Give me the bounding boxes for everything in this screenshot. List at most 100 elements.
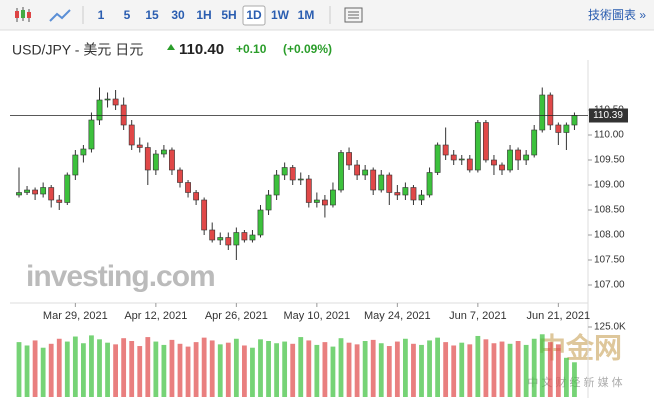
candle-body bbox=[370, 169, 377, 191]
volume-bar bbox=[555, 344, 561, 397]
change-pct: (+0.09%) bbox=[283, 42, 332, 56]
candle-body bbox=[354, 164, 360, 176]
candle-body bbox=[523, 154, 530, 161]
candle-body bbox=[571, 115, 578, 126]
volume-bar bbox=[161, 344, 167, 397]
candle-body bbox=[144, 147, 151, 171]
candle-icon[interactable] bbox=[15, 7, 31, 22]
candle-body bbox=[338, 152, 344, 191]
last-price-box bbox=[589, 108, 628, 123]
interval-button[interactable]: 1 bbox=[98, 8, 105, 22]
volume-bar bbox=[531, 338, 537, 397]
active-interval bbox=[242, 5, 266, 26]
volume-bar bbox=[217, 344, 223, 397]
candle-body bbox=[265, 194, 272, 211]
volume-bar bbox=[64, 341, 70, 397]
candle-body bbox=[410, 187, 417, 201]
candle-body bbox=[88, 119, 95, 150]
candle-body bbox=[161, 149, 167, 155]
volume-bar bbox=[523, 344, 529, 397]
volume-bar bbox=[419, 344, 424, 397]
candle-body bbox=[80, 148, 87, 156]
interval-button[interactable]: 5 bbox=[124, 8, 131, 22]
candle-body bbox=[64, 174, 71, 203]
volume-bar bbox=[572, 362, 577, 397]
candle-body bbox=[442, 144, 449, 156]
volume-bar bbox=[427, 340, 432, 397]
volume-bar bbox=[137, 346, 143, 397]
volume-bar bbox=[411, 343, 416, 397]
volume-bar bbox=[491, 343, 497, 397]
volume-bar bbox=[97, 339, 102, 397]
volume-bar bbox=[48, 343, 54, 397]
volume-bar bbox=[233, 338, 239, 397]
candle-body bbox=[507, 149, 513, 171]
volume-bar bbox=[56, 338, 62, 397]
candle-body bbox=[16, 192, 22, 196]
candle-body bbox=[394, 192, 401, 196]
candle-body bbox=[555, 124, 562, 133]
candle-body bbox=[563, 124, 570, 133]
y2-tick-label: 125.0K bbox=[594, 322, 626, 333]
candle-body bbox=[378, 174, 385, 191]
candle-body bbox=[281, 167, 288, 176]
x-tick-label: Apr 12, 2021 bbox=[124, 310, 187, 322]
chart-link[interactable]: 技術圖表 » bbox=[588, 8, 646, 22]
settings-icon[interactable] bbox=[344, 7, 363, 23]
interval-button[interactable]: 1H bbox=[196, 8, 211, 22]
x-tick-label: Jun 7, 2021 bbox=[449, 310, 507, 322]
interval-button[interactable]: 1D bbox=[246, 8, 262, 22]
volume-bar bbox=[121, 338, 127, 397]
up-arrow bbox=[167, 44, 175, 50]
candle-body bbox=[273, 174, 280, 196]
candle-body bbox=[434, 144, 441, 173]
volume-bar bbox=[40, 347, 46, 397]
volume-bar bbox=[451, 345, 457, 397]
volume-bar bbox=[201, 337, 207, 397]
y-tick-label: 107.50 bbox=[594, 255, 625, 266]
candle-body bbox=[426, 172, 433, 196]
interval-button[interactable]: 1M bbox=[298, 8, 315, 22]
volume-bar bbox=[306, 340, 312, 397]
price: 110.40 bbox=[179, 41, 224, 58]
candle-body bbox=[499, 164, 505, 171]
volume-bar bbox=[354, 344, 360, 397]
volume-bar bbox=[242, 345, 247, 397]
candle-body bbox=[48, 187, 55, 201]
candle-body bbox=[297, 178, 304, 181]
candle-body bbox=[193, 192, 199, 201]
interval-button[interactable]: 1W bbox=[271, 8, 290, 22]
candle-body bbox=[32, 189, 38, 195]
candle-body bbox=[185, 182, 191, 193]
interval-button[interactable]: 15 bbox=[145, 8, 159, 22]
candle-body bbox=[201, 199, 208, 231]
candle-body bbox=[112, 98, 119, 106]
candle-body bbox=[330, 189, 336, 206]
candle-body bbox=[24, 189, 30, 193]
line-icon[interactable] bbox=[49, 9, 71, 22]
volume-bar bbox=[105, 342, 110, 397]
volume-bar bbox=[250, 347, 255, 397]
interval-button[interactable]: 5H bbox=[221, 8, 236, 22]
interval-button[interactable]: 30 bbox=[171, 8, 185, 22]
candle-body bbox=[217, 237, 224, 241]
volume-bar bbox=[274, 343, 279, 397]
instrument: USD/JPY - 美元 日元 bbox=[12, 42, 143, 58]
volume-bar bbox=[153, 341, 159, 397]
volume-bar bbox=[564, 357, 569, 397]
volume-bar bbox=[475, 335, 481, 397]
y-tick-label: 110.00 bbox=[594, 130, 624, 141]
x-tick-label: May 10, 2021 bbox=[284, 310, 351, 322]
candle-body bbox=[402, 187, 409, 196]
candle-body bbox=[128, 124, 135, 146]
volume-bar bbox=[467, 344, 473, 397]
y-tick-label: 109.50 bbox=[594, 155, 625, 166]
volume-bar bbox=[386, 346, 392, 397]
volume-bar bbox=[370, 339, 376, 397]
volume-bar bbox=[435, 337, 440, 397]
volume-bar bbox=[24, 345, 30, 397]
x-tick-label: Jun 21, 2021 bbox=[527, 310, 591, 322]
candle-body bbox=[362, 169, 369, 176]
candle-body bbox=[346, 152, 352, 166]
